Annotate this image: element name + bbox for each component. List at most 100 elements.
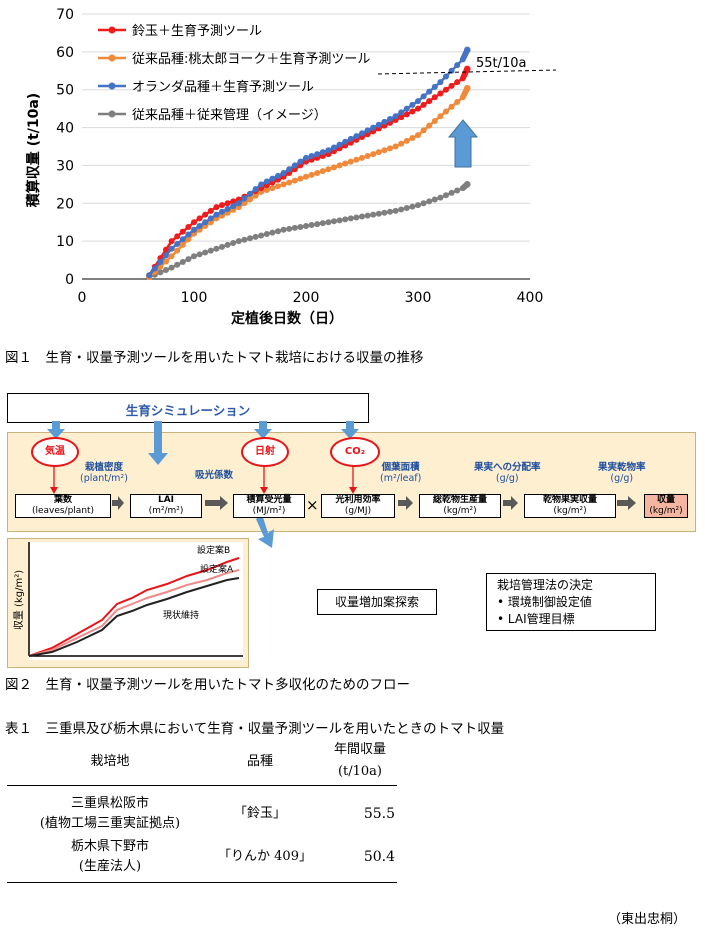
data-point	[353, 133, 360, 140]
mini-yield-chart: 収量 (kg/m²) 設定案B 設定案A 現状維持	[13, 542, 243, 660]
data-point	[303, 154, 309, 161]
data-point	[443, 73, 449, 80]
yield-chart: 0 10 20 30 40 50 60 70 0 100 200 300 400 55t/10a 積算収…	[25, 7, 557, 327]
data-point	[431, 196, 438, 203]
data-point	[174, 233, 181, 240]
data-point	[437, 194, 444, 201]
data-point	[359, 130, 365, 137]
data-point	[415, 202, 421, 209]
decision-item: • 環境制御設定値	[497, 595, 592, 609]
data-point	[392, 143, 399, 150]
data-point	[286, 179, 293, 186]
data-point	[207, 247, 214, 254]
data-point	[415, 105, 421, 112]
data-point	[202, 211, 209, 218]
data-point	[437, 79, 444, 86]
data-point	[191, 226, 197, 233]
data-point	[448, 82, 455, 89]
yield-box: 収量 (kg/m²)	[644, 494, 688, 518]
y-tick-label: 10	[56, 234, 74, 250]
diagonal-arrow-icon	[256, 514, 274, 548]
data-point	[219, 208, 225, 215]
current-line	[28, 577, 240, 657]
data-point	[286, 225, 293, 232]
decision-box: 栽培管理法の決定 • 環境制御設定値 • LAI管理目標	[486, 573, 656, 631]
data-point	[331, 144, 337, 151]
data-point	[431, 83, 438, 90]
extinction-coefficient-label: 吸光係数	[195, 470, 234, 481]
data-point	[297, 175, 304, 182]
data-point	[375, 210, 382, 217]
co2-oval: CO₂	[330, 437, 380, 467]
right-arrow-icon	[617, 496, 636, 510]
data-point	[219, 243, 225, 250]
row2-variety: 「りんか 409」	[218, 849, 312, 864]
data-point	[308, 171, 315, 178]
down-arrow-icon	[341, 421, 359, 439]
planting-density-label: 栽植密度 (plant/m²)	[80, 462, 128, 484]
x-axis-label: 定植後日数（日）	[231, 310, 343, 327]
data-point	[163, 267, 169, 274]
header-yield-unit: (t/10a)	[337, 764, 383, 779]
legend-label: オランダ品種＋生育予測ツール	[132, 79, 314, 95]
legend-marker	[108, 54, 116, 62]
yield-increase-search-box: 収量増加案探索	[317, 589, 437, 615]
dry-fruit-yield-box: 乾物果実収量 (kg/m²)	[524, 494, 616, 518]
header-yield: 年間収量	[333, 742, 386, 757]
scenario-a-label: 設定案A	[200, 563, 234, 575]
data-point	[319, 168, 326, 175]
data-point	[420, 101, 427, 108]
data-point	[291, 162, 298, 169]
data-point	[191, 219, 197, 226]
solar-radiation-oval: 日射	[241, 437, 289, 467]
data-point	[275, 172, 281, 179]
data-point	[146, 272, 153, 279]
y-tick-label: 30	[56, 158, 74, 174]
right-arrow-icon	[112, 496, 124, 510]
row1-yield: 55.5	[363, 806, 395, 822]
current-label: 現状維持	[163, 609, 199, 621]
data-point	[359, 213, 365, 220]
data-point	[207, 215, 214, 222]
reference-line	[377, 69, 557, 75]
data-point	[230, 203, 237, 210]
x-tick-label: 100	[181, 290, 208, 306]
data-point	[364, 152, 371, 159]
legend-marker	[108, 110, 116, 118]
legend-marker	[108, 26, 116, 34]
air-temperature-oval: 気温	[31, 437, 79, 467]
table-bottom-rule	[7, 882, 397, 883]
data-point	[263, 231, 270, 238]
figure2-caption: 図２ 生育・収量予測ツールを用いたトマト多収化のためのフロー	[5, 677, 410, 693]
data-point	[319, 149, 326, 156]
multiply-sign: ×	[306, 496, 319, 514]
data-point	[314, 221, 321, 228]
data-point	[454, 79, 461, 86]
header-variety: 品種	[246, 754, 273, 769]
data-point	[163, 258, 169, 265]
data-point	[308, 152, 315, 159]
data-point	[263, 187, 270, 194]
lai-box: LAI (m²/m²)	[130, 494, 202, 518]
data-point	[463, 181, 471, 188]
data-point	[179, 258, 186, 265]
data-point	[235, 200, 242, 207]
data-point	[381, 209, 388, 216]
data-point	[179, 236, 186, 243]
mini-y-label: 収量 (kg/m²)	[13, 570, 25, 630]
right-arrow-icon	[503, 496, 518, 510]
data-point	[314, 170, 321, 176]
y-tick-label: 60	[56, 45, 74, 61]
data-point	[415, 132, 421, 139]
data-point	[342, 216, 349, 223]
data-point	[163, 252, 169, 259]
header-site: 栽培地	[90, 754, 130, 769]
data-point	[291, 224, 298, 231]
data-point	[448, 103, 455, 110]
x-tick-label: 300	[405, 290, 432, 306]
decision-item: • LAI管理目標	[497, 612, 575, 626]
data-point	[353, 156, 360, 163]
y-tick-label: 70	[56, 7, 74, 23]
data-point	[275, 183, 281, 190]
data-point	[258, 181, 265, 188]
